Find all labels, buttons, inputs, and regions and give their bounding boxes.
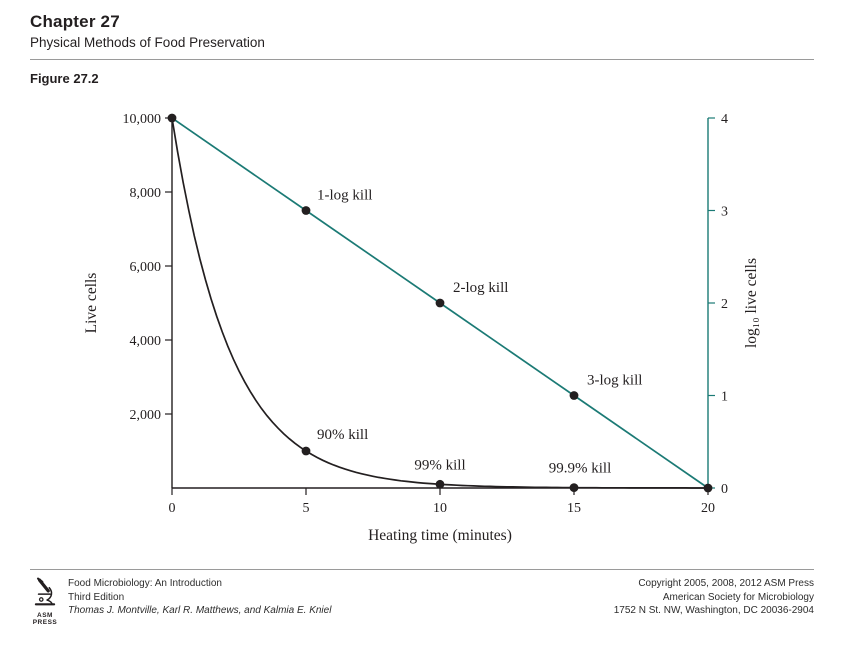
book-authors: Thomas J. Montville, Karl R. Matthews, a…	[68, 605, 332, 616]
footer: ASM PRESS Food Microbiology: An Introduc…	[30, 570, 814, 626]
point-label: 3-log kill	[587, 373, 642, 389]
x-tick-label: 5	[303, 501, 310, 516]
y-left-tick-label: 10,000	[123, 112, 162, 127]
chapter-title: Chapter 27	[30, 12, 120, 31]
data-point	[301, 446, 311, 456]
point-label: 99.9% kill	[549, 461, 612, 477]
copyright-block: Copyright 2005, 2008, 2012 ASM Press Ame…	[614, 577, 814, 618]
data-point	[569, 391, 579, 400]
chart-area: 0 5 10 15 20 10,000 8,000 6,000 4,000 2,000 4 3 2 1 0 L…	[30, 100, 814, 557]
logo-text-press: PRESS	[32, 619, 58, 626]
address-line: 1752 N St. NW, Washington, DC 20036-2904	[613, 605, 814, 616]
logo-text-asm: ASM	[37, 612, 53, 619]
figure-chart: 0 5 10 15 2010,0008,0006,0004,0002,00043210L…	[83, 112, 760, 544]
footer-divider	[30, 569, 814, 570]
y-right-tick-label: 2	[721, 297, 728, 312]
society-line: American Society for Microbiology	[662, 591, 814, 603]
y-left-axis-title: Live cells	[83, 273, 100, 334]
point-label: 90% kill	[317, 427, 368, 443]
asm-press-logo: ASM PRESS	[30, 577, 60, 626]
divider	[30, 59, 814, 60]
data-point	[435, 298, 445, 308]
x-axis-title: Heating time (minutes)	[368, 527, 512, 544]
y-left-tick-label: 4,000	[130, 334, 162, 349]
book-edition: Third Edition	[68, 591, 125, 603]
point-label: 2-log kill	[453, 280, 508, 296]
x-tick-label: 0	[169, 501, 176, 516]
copyright-line: Copyright 2005, 2008, 2012 ASM Press	[638, 578, 814, 589]
book-credit: Food Microbiology: An Introduction Third…	[68, 577, 331, 618]
x-tick-label: 15	[567, 501, 581, 516]
microscope-icon	[34, 577, 56, 606]
figure-label: Figure 27.2	[30, 71, 99, 86]
footer-left: ASM PRESS Food Microbiology: An Introduc…	[30, 577, 331, 626]
y-left-tick-label: 8,000	[130, 186, 162, 201]
y-left-tick-label: 6,000	[130, 260, 162, 275]
point-label: 99% kill	[414, 457, 465, 473]
y-right-tick-label: 1	[721, 390, 728, 405]
y-right-tick-label: 3	[721, 205, 728, 220]
point-label: 1-log kill	[317, 188, 372, 204]
data-point	[569, 483, 579, 493]
data-point	[435, 479, 445, 489]
chapter-subtitle: Physical Methods of Food Preservation	[30, 35, 265, 50]
book-title: Food Microbiology: An Introduction	[68, 578, 222, 589]
y-right-tick-label: 4	[721, 112, 728, 127]
y-left-tick-label: 2,000	[130, 408, 162, 423]
y-right-tick-label: 0	[721, 482, 728, 497]
data-point	[301, 206, 311, 215]
y-right-axis-title: log₁₀ live cells	[743, 258, 760, 348]
x-tick-label: 20	[701, 501, 715, 516]
x-tick-label: 10	[433, 501, 447, 516]
